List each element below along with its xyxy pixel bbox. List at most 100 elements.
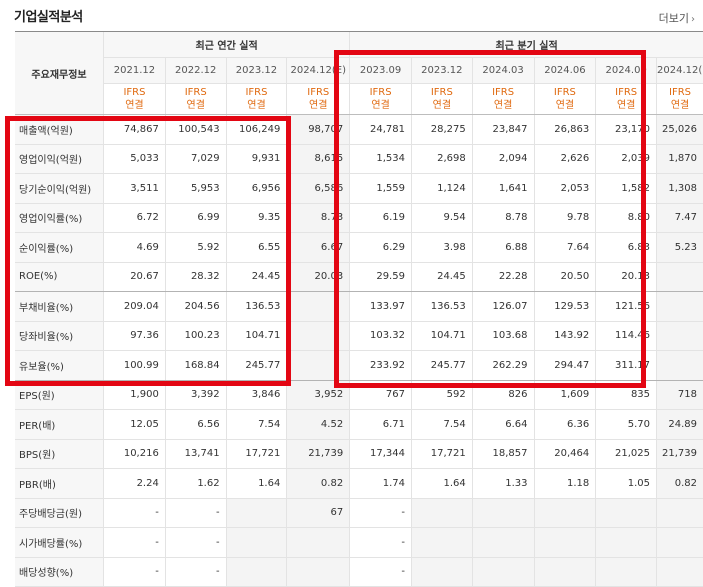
row-label: BPS(원) — [15, 439, 104, 469]
table-cell — [533, 557, 596, 587]
table-cell: 0.82 — [286, 468, 350, 499]
table-cell: 121.56 — [595, 291, 657, 322]
section-title: 기업실적분석 — [14, 10, 83, 25]
table-cell: 168.84 — [164, 350, 227, 381]
ifrs-label-bottom: 연결 — [186, 100, 205, 111]
table-cell: 5,033 — [103, 144, 166, 174]
table-cell: - — [103, 527, 166, 558]
table-cell: - — [103, 557, 166, 587]
table-cell: 1.18 — [533, 468, 596, 499]
ifrs-label-bottom: 연결 — [555, 100, 575, 111]
ifrs-label-top: IFRS — [615, 87, 638, 98]
row-label: 주당배당금(원) — [15, 498, 104, 528]
table-cell — [595, 498, 657, 528]
table-cell: 20.13 — [595, 262, 657, 292]
ifrs-label-top: IFRS — [369, 87, 392, 98]
table-cell: 1,900 — [103, 380, 166, 410]
table-cell: 209.04 — [103, 291, 166, 322]
row-label: 영업이익(억원) — [15, 144, 104, 174]
table-cell — [286, 321, 350, 351]
table-cell: 592 — [410, 380, 473, 410]
row-label: 영업이익률(%) — [15, 203, 104, 233]
table-cell: 6.88 — [471, 232, 534, 263]
table-cell: 17,721 — [410, 439, 473, 469]
table-row: 매출액(억원) 74,867 100,543 106,249 98,707 24,781 2… — [15, 114, 703, 145]
table-cell: 3,392 — [164, 380, 227, 410]
table-cell — [656, 350, 703, 381]
table-cell: 204.56 — [164, 291, 227, 322]
row-label: 순이익률(%) — [15, 232, 104, 263]
table-row: 배당성향(%) - - - — [15, 557, 703, 587]
table-cell — [656, 291, 703, 322]
table-cell: 6.36 — [533, 409, 596, 440]
annual-header: 최근 연간 실적 — [103, 32, 350, 58]
table-cell: 1,870 — [656, 144, 703, 174]
table-cell: 5.92 — [164, 232, 227, 263]
table-cell: 100,543 — [164, 114, 227, 145]
period-header: 2022.12 — [164, 57, 227, 84]
table-cell — [533, 527, 596, 558]
ifrs-label: IFRS 연결 — [533, 83, 596, 115]
table-cell — [410, 498, 473, 528]
table-cell: 17,721 — [225, 439, 287, 469]
more-link[interactable]: 더보기 › — [659, 10, 695, 26]
table-cell: 826 — [471, 380, 534, 410]
table-cell: 6,586 — [286, 173, 350, 204]
period-header: 2024.03 — [471, 57, 534, 84]
table-cell: 2,053 — [533, 173, 596, 204]
table-cell: 26,863 — [533, 114, 596, 145]
table-cell: 129.53 — [533, 291, 596, 322]
ifrs-label: IFRS 연결 — [410, 83, 473, 115]
table-cell — [225, 527, 287, 558]
table-cell: 6,956 — [225, 173, 287, 204]
ifrs-label-top: IFRS — [307, 87, 330, 98]
chevron-right-icon: › — [691, 14, 695, 25]
table-cell: 104.71 — [410, 321, 473, 351]
row-label: EPS(원) — [15, 380, 104, 410]
table-cell: 136.53 — [225, 291, 287, 322]
table-cell: 6.83 — [595, 232, 657, 263]
table-cell: 20.03 — [286, 262, 350, 292]
table-cell — [471, 498, 534, 528]
ifrs-label-bottom: 연결 — [371, 100, 390, 111]
table-cell: 6.64 — [471, 409, 534, 440]
table-cell — [595, 557, 657, 587]
table-cell: 7.47 — [656, 203, 703, 233]
table-cell: 18,857 — [471, 439, 534, 469]
table-cell: 67 — [286, 498, 350, 528]
table-cell: 22.28 — [471, 262, 534, 292]
ifrs-label-top: IFRS — [184, 87, 207, 98]
table-cell: 294.47 — [533, 350, 596, 381]
table-cell: 2,698 — [410, 144, 473, 174]
period-header: 2023.09 — [349, 57, 412, 84]
table-cell: 23,170 — [595, 114, 657, 145]
table-cell: 133.97 — [349, 291, 412, 322]
ifrs-label-bottom: 연결 — [247, 100, 266, 111]
table-cell — [286, 527, 350, 558]
table-cell: 8.73 — [286, 203, 350, 233]
table-row: 영업이익(억원) 5,033 7,029 9,931 8,615 1,534 2,698 2,… — [15, 144, 703, 174]
more-link-label: 더보기 — [658, 12, 689, 25]
table-cell: 21,739 — [656, 439, 703, 469]
table-cell: 143.92 — [533, 321, 596, 351]
ifrs-label-bottom: 연결 — [432, 100, 452, 111]
row-label: PBR(배) — [15, 468, 104, 499]
table-row: 유보율(%) 100.99 168.84 245.77 233.92 245.77 262.… — [15, 350, 703, 381]
table-cell — [286, 291, 350, 322]
table-cell: 1,582 — [595, 173, 657, 204]
ifrs-label: IFRS 연결 — [225, 83, 287, 115]
row-label: 당좌비율(%) — [15, 321, 104, 351]
period-header: 2024.12(E) — [656, 57, 703, 84]
table-cell: 6.19 — [349, 203, 412, 233]
row-label: 시가배당률(%) — [15, 527, 104, 558]
row-label: 부채비율(%) — [15, 291, 104, 322]
table-cell: 136.53 — [410, 291, 473, 322]
table-cell: 1,124 — [410, 173, 473, 204]
table-cell: 6.99 — [164, 203, 227, 233]
table-cell: 4.52 — [286, 409, 350, 440]
table-cell: 103.68 — [471, 321, 534, 351]
table-cell: 9.54 — [410, 203, 473, 233]
table-cell: 7,029 — [164, 144, 227, 174]
table-cell: 3,952 — [286, 380, 350, 410]
table-cell: 104.71 — [225, 321, 287, 351]
